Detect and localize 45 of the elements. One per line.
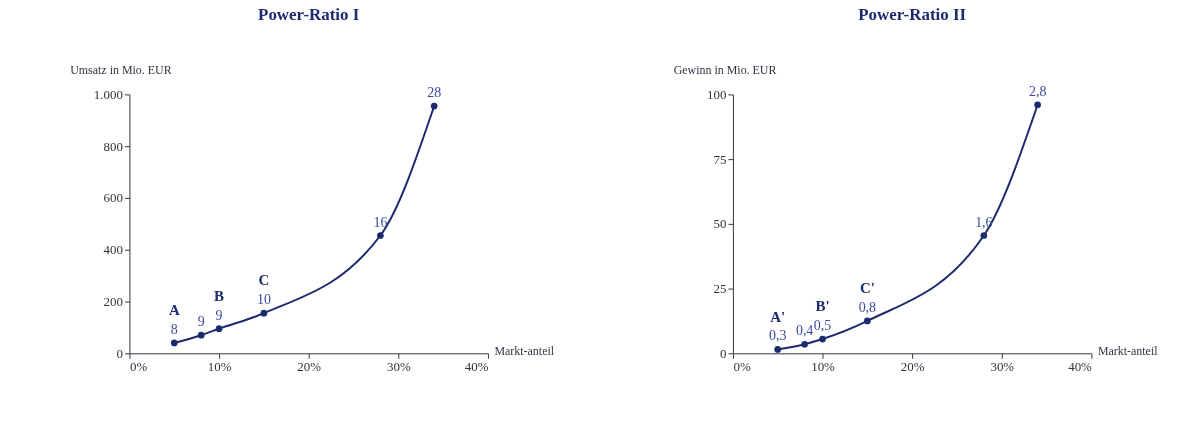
y-tick-label: 75 bbox=[713, 151, 727, 167]
annotation: 0,4 bbox=[795, 323, 814, 339]
x-tick-label: 40% bbox=[1068, 358, 1093, 374]
x-tick-label: 10% bbox=[811, 358, 836, 374]
annotation: 16 bbox=[373, 214, 388, 230]
x-tick-label: 10% bbox=[207, 358, 232, 374]
y-tick-label: 0 bbox=[719, 345, 727, 361]
y-tick-label: 25 bbox=[713, 281, 727, 297]
y-tick-label: 400 bbox=[103, 242, 123, 258]
annotation: C' bbox=[859, 280, 875, 297]
chart-title: Power-Ratio II bbox=[858, 4, 967, 24]
annotation: C bbox=[258, 272, 270, 289]
y-tick-label: 200 bbox=[103, 294, 123, 310]
x-tick-label: 20% bbox=[297, 358, 322, 374]
annotation: 0,5 bbox=[813, 318, 832, 334]
x-tick-label: 30% bbox=[990, 358, 1015, 374]
annotation: 8 bbox=[170, 321, 178, 337]
y-tick-label: 600 bbox=[103, 190, 123, 206]
x-tick-label: 0% bbox=[129, 358, 148, 374]
x-tick-label: 20% bbox=[900, 358, 925, 374]
annotation: A bbox=[168, 302, 180, 319]
y-tick-label: 800 bbox=[103, 138, 123, 154]
annotation: B bbox=[214, 287, 225, 304]
annotation: 1,6 bbox=[975, 214, 993, 230]
x-tick-label: 0% bbox=[733, 358, 751, 374]
annotation: 2,8 bbox=[1028, 83, 1047, 99]
annotation: 28 bbox=[427, 85, 442, 101]
x-tick-label: 30% bbox=[386, 358, 411, 374]
y-tick-label: 0 bbox=[116, 345, 123, 361]
y-tick-label: 1.000 bbox=[93, 86, 123, 102]
annotation: 10 bbox=[256, 292, 271, 308]
x-axis-title: Markt-anteil bbox=[1097, 343, 1159, 358]
annotation: B' bbox=[815, 298, 830, 315]
annotation: 9 bbox=[197, 314, 205, 330]
y-tick-label: 100 bbox=[707, 86, 727, 102]
chart-title: Power-Ratio I bbox=[258, 4, 360, 24]
annotation: 0,8 bbox=[858, 299, 877, 315]
x-axis-title: Markt-anteil bbox=[494, 343, 555, 358]
y-axis-title: Umsatz in Mio. EUR bbox=[70, 62, 172, 77]
annotation: 0,3 bbox=[769, 328, 787, 344]
y-tick-label: 50 bbox=[713, 216, 727, 232]
y-axis-title: Gewinn in Mio. EUR bbox=[673, 62, 777, 77]
x-tick-label: 40% bbox=[464, 358, 489, 374]
annotation: 9 bbox=[215, 307, 223, 323]
annotation: A' bbox=[770, 308, 786, 325]
